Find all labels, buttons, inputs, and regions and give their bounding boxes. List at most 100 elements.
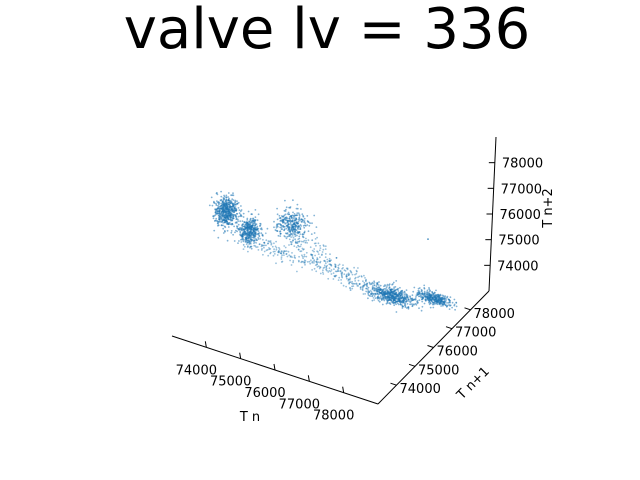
- data-point: [440, 305, 442, 307]
- data-point: [284, 235, 287, 238]
- data-point: [275, 248, 278, 251]
- data-point: [259, 222, 261, 225]
- data-point: [378, 289, 380, 292]
- data-point: [328, 263, 331, 266]
- data-point: [314, 264, 317, 266]
- data-point: [223, 195, 226, 198]
- data-point: [217, 222, 219, 225]
- data-point: [296, 242, 299, 244]
- data-point: [293, 220, 296, 223]
- data-point: [277, 251, 280, 254]
- data-point: [213, 229, 216, 232]
- data-point: [278, 214, 281, 217]
- data-point: [234, 214, 237, 217]
- scatter-points: [208, 190, 458, 313]
- data-point: [256, 233, 259, 236]
- data-point: [406, 295, 409, 298]
- data-point: [329, 263, 332, 266]
- data-point: [252, 224, 255, 227]
- data-point: [422, 296, 425, 299]
- data-point: [283, 245, 286, 247]
- data-point: [409, 295, 411, 298]
- data-point: [327, 271, 330, 273]
- data-point: [305, 255, 308, 258]
- data-point: [434, 298, 437, 300]
- data-point: [413, 286, 416, 289]
- data-point: [299, 227, 302, 229]
- data-point: [448, 304, 450, 306]
- data-point: [228, 212, 230, 215]
- data-point: [313, 259, 315, 261]
- data-point: [256, 246, 259, 248]
- data-point: [238, 227, 241, 230]
- data-point: [334, 263, 336, 266]
- data-point: [250, 245, 253, 248]
- data-point: [378, 291, 381, 294]
- data-point: [442, 303, 444, 306]
- data-point: [226, 229, 229, 232]
- data-point: [263, 241, 266, 244]
- data-point: [240, 241, 243, 243]
- data-point: [256, 228, 259, 231]
- data-point: [250, 225, 253, 228]
- data-point: [338, 276, 341, 279]
- data-point: [352, 285, 355, 287]
- data-point: [305, 251, 308, 254]
- data-point: [218, 221, 220, 224]
- data-point: [242, 223, 245, 225]
- data-point: [372, 282, 375, 285]
- data-point: [427, 238, 429, 241]
- y-ticks: 74000 75000 76000 77000 78000: [390, 307, 515, 397]
- data-point: [397, 290, 400, 292]
- data-point: [291, 235, 294, 237]
- data-point: [295, 218, 298, 221]
- data-point: [302, 248, 305, 251]
- data-point: [352, 282, 355, 285]
- data-point: [291, 231, 294, 233]
- data-point: [334, 274, 337, 277]
- data-point: [276, 207, 278, 210]
- data-point: [251, 231, 254, 234]
- data-point: [286, 235, 289, 238]
- data-point: [314, 242, 317, 245]
- data-point: [383, 288, 386, 290]
- data-point: [220, 202, 223, 205]
- data-point: [345, 275, 348, 277]
- data-point: [432, 303, 435, 306]
- data-point: [281, 220, 284, 223]
- data-point: [252, 234, 255, 237]
- data-point: [279, 252, 282, 255]
- data-point: [373, 288, 376, 290]
- data-point: [293, 232, 295, 235]
- data-point: [280, 256, 283, 259]
- data-point: [227, 218, 230, 221]
- data-point: [338, 263, 341, 266]
- data-point: [437, 300, 439, 303]
- data-point: [222, 212, 225, 215]
- data-point: [246, 217, 249, 220]
- x-tick-0-mark: [204, 341, 207, 348]
- data-point: [334, 264, 337, 266]
- data-point: [320, 254, 323, 256]
- data-point: [332, 272, 335, 274]
- data-point: [216, 201, 219, 204]
- data-point: [281, 260, 284, 263]
- data-point: [388, 284, 390, 287]
- data-point: [289, 256, 292, 258]
- data-point: [435, 297, 438, 299]
- data-point: [228, 211, 231, 213]
- data-point: [418, 290, 421, 293]
- data-point: [297, 238, 300, 241]
- data-point: [366, 282, 369, 285]
- data-point: [395, 280, 398, 282]
- data-point: [273, 220, 275, 223]
- data-point: [246, 224, 249, 227]
- y-axis-label: T n+1: [454, 364, 493, 403]
- data-point: [290, 236, 293, 239]
- data-point: [393, 288, 395, 290]
- data-point: [325, 266, 328, 268]
- data-point: [444, 295, 447, 298]
- data-point: [302, 236, 305, 239]
- data-point: [415, 296, 417, 298]
- data-point: [386, 285, 388, 287]
